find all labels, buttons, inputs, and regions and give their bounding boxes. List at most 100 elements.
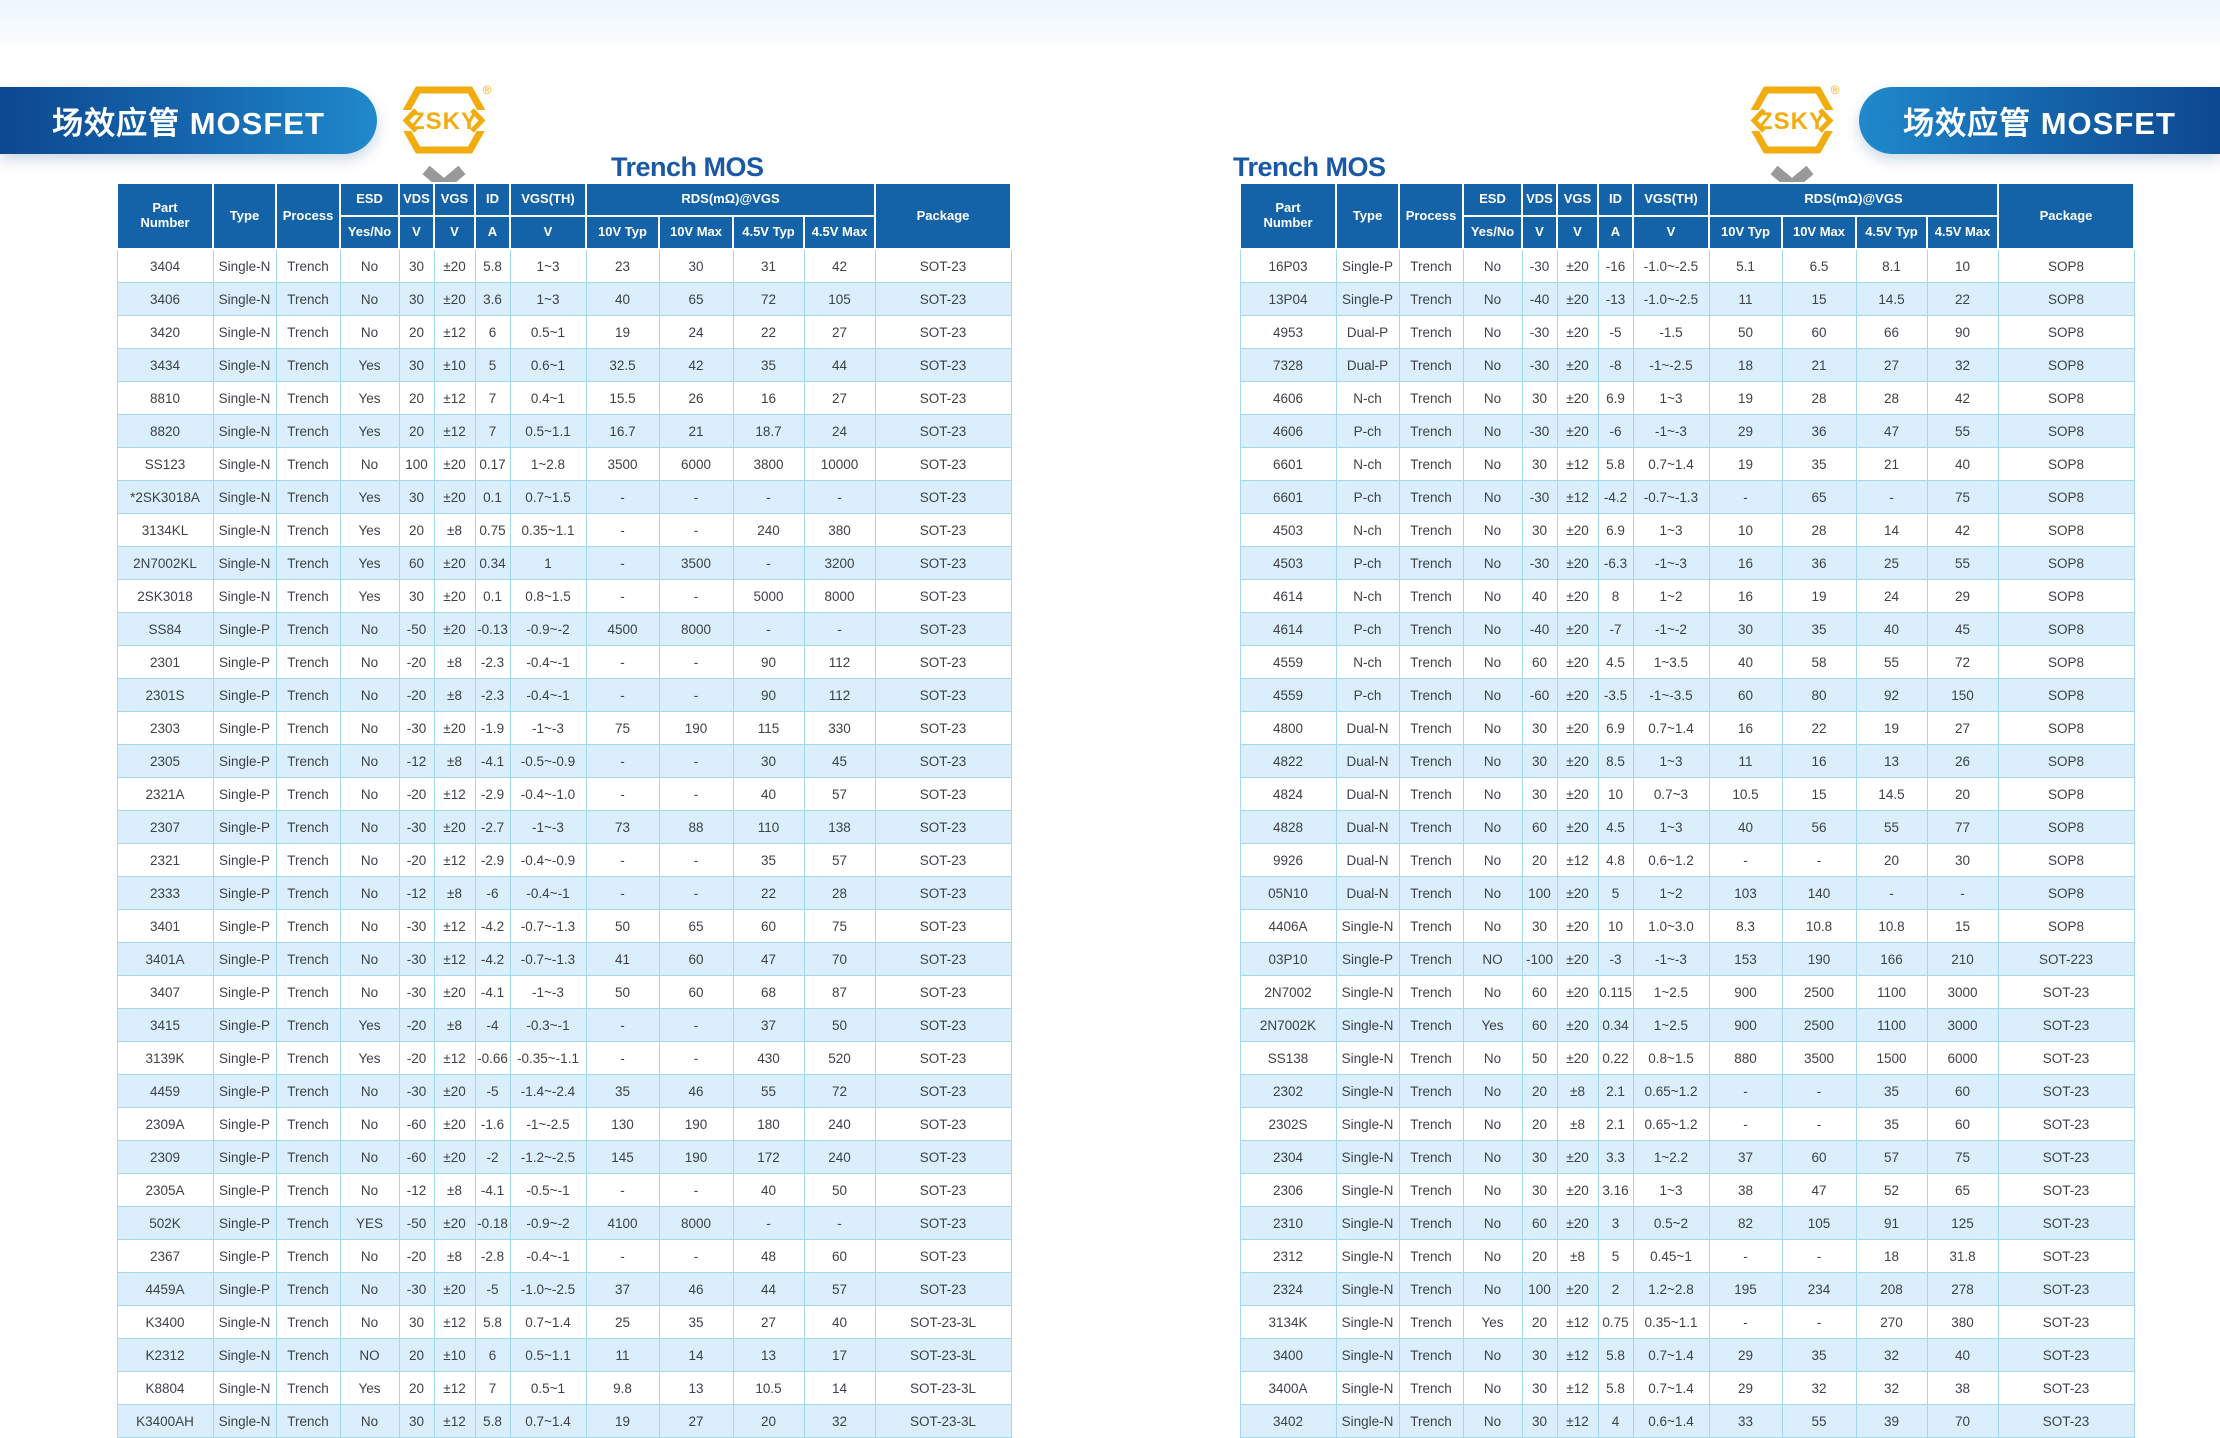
col-header-vgs: VGS bbox=[433, 182, 476, 217]
table-cell: 1~2 bbox=[1632, 579, 1710, 613]
table-cell: 60 bbox=[1521, 975, 1558, 1009]
table-row: SS138 Single-N Trench No 50 ±20 0.22 0.8~1.5 880… bbox=[1239, 1041, 2135, 1075]
table-cell: 46 bbox=[658, 1074, 734, 1108]
table-cell: 60 bbox=[398, 546, 435, 580]
table-cell: 14.5 bbox=[1855, 777, 1928, 811]
table-cell: Trench bbox=[1398, 1140, 1464, 1174]
table-cell: ±20 bbox=[433, 579, 476, 613]
table-cell: 90 bbox=[732, 678, 805, 712]
section-title-right: Trench MOS bbox=[1233, 152, 1386, 182]
table-cell: ±8 bbox=[433, 1008, 476, 1042]
table-cell: 115 bbox=[732, 711, 805, 745]
table-cell: 36 bbox=[1781, 414, 1857, 448]
table-cell: 1~3 bbox=[509, 248, 587, 283]
table-cell: No bbox=[1462, 744, 1523, 778]
table-cell: 16 bbox=[1708, 546, 1783, 580]
table-cell: 0.34 bbox=[1597, 1008, 1634, 1042]
table-cell: No bbox=[339, 843, 400, 877]
table-cell: P-ch bbox=[1335, 546, 1400, 580]
table-cell: 37 bbox=[585, 1272, 660, 1306]
table-cell: - bbox=[585, 777, 660, 811]
table-cell: -40 bbox=[1521, 282, 1558, 316]
table-cell: 19 bbox=[1708, 447, 1783, 481]
table-cell: 6601 bbox=[1239, 480, 1337, 514]
table-cell: - bbox=[585, 1173, 660, 1207]
table-cell: 6 bbox=[474, 315, 511, 349]
table-cell: ±20 bbox=[433, 612, 476, 646]
table-cell: 30 bbox=[1521, 1338, 1558, 1372]
table-cell: 20 bbox=[1521, 1074, 1558, 1108]
table-cell: Yes bbox=[339, 414, 400, 448]
table-cell: -30 bbox=[398, 1074, 435, 1108]
table-cell: No bbox=[1462, 1239, 1523, 1273]
table-cell: 3415 bbox=[116, 1008, 214, 1042]
table-cell: SOP8 bbox=[1997, 282, 2135, 316]
table-cell: ±20 bbox=[1556, 348, 1599, 382]
table-cell: Dual-N bbox=[1335, 843, 1400, 877]
table-cell: 60 bbox=[1708, 678, 1783, 712]
table-cell: 2SK3018 bbox=[116, 579, 214, 613]
table-row: *2SK3018A Single-N Trench Yes 30 ±20 0.1 0.7~1.… bbox=[116, 480, 1012, 514]
col-header-id-unit: A bbox=[1597, 215, 1634, 250]
table-cell: -20 bbox=[398, 843, 435, 877]
table-cell: SOP8 bbox=[1997, 678, 2135, 712]
table-cell: 4614 bbox=[1239, 579, 1337, 613]
table-cell: -3 bbox=[1597, 942, 1634, 976]
table-cell: Single-P bbox=[212, 612, 277, 646]
table-cell: No bbox=[1462, 248, 1523, 283]
table-cell: 32 bbox=[1781, 1371, 1857, 1405]
table-row: 3139K Single-P Trench Yes -20 ±12 -0.66 -0.35~-… bbox=[116, 1041, 1012, 1075]
table-cell: 60 bbox=[732, 909, 805, 943]
page-top-tint bbox=[0, 0, 2220, 58]
table-cell: - bbox=[658, 777, 734, 811]
table-cell: Trench bbox=[1398, 678, 1464, 712]
table-cell: -6 bbox=[474, 876, 511, 910]
table-cell: 900 bbox=[1708, 1008, 1783, 1042]
table-cell: SOP8 bbox=[1997, 843, 2135, 877]
table-cell: No bbox=[1462, 645, 1523, 679]
table-cell: ±12 bbox=[433, 909, 476, 943]
table-cell: ±10 bbox=[433, 348, 476, 382]
table-cell: Single-P bbox=[1335, 942, 1400, 976]
table-cell: 35 bbox=[1855, 1074, 1928, 1108]
table-cell: No bbox=[339, 777, 400, 811]
table-cell: No bbox=[1462, 480, 1523, 514]
table-cell: ±20 bbox=[1556, 513, 1599, 547]
table-cell: 2N7002K bbox=[1239, 1008, 1337, 1042]
table-cell: 0.65~1.2 bbox=[1632, 1107, 1710, 1141]
table-cell: 27 bbox=[732, 1305, 805, 1339]
table-cell: ±20 bbox=[1556, 546, 1599, 580]
table-cell: 33 bbox=[1708, 1404, 1783, 1438]
table-cell: 40 bbox=[1708, 645, 1783, 679]
table-cell: Single-P bbox=[212, 645, 277, 679]
table-cell: -0.18 bbox=[474, 1206, 511, 1240]
table-cell: 1~2 bbox=[1632, 876, 1710, 910]
table-cell: 3401 bbox=[116, 909, 214, 943]
table-cell: -12 bbox=[398, 876, 435, 910]
table-cell: 0.6~1.2 bbox=[1632, 843, 1710, 877]
table-cell: 20 bbox=[1521, 1239, 1558, 1273]
table-cell: SOT-23-3L bbox=[874, 1404, 1012, 1438]
table-cell: -4 bbox=[474, 1008, 511, 1042]
table-cell: 4503 bbox=[1239, 546, 1337, 580]
table-cell: 58 bbox=[1781, 645, 1857, 679]
table-cell: No bbox=[1462, 414, 1523, 448]
table-cell: No bbox=[1462, 843, 1523, 877]
table-cell: 30 bbox=[1926, 843, 1999, 877]
table-cell: 3 bbox=[1597, 1206, 1634, 1240]
table-cell: 50 bbox=[803, 1173, 876, 1207]
table-cell: 60 bbox=[1521, 1008, 1558, 1042]
table-cell: Single-P bbox=[212, 843, 277, 877]
table-cell: 900 bbox=[1708, 975, 1783, 1009]
table-cell: 72 bbox=[803, 1074, 876, 1108]
table-cell: Single-N bbox=[212, 447, 277, 481]
table-cell: SOP8 bbox=[1997, 348, 2135, 382]
table-cell: 6.5 bbox=[1781, 248, 1857, 283]
table-cell: -4.1 bbox=[474, 975, 511, 1009]
table-cell: No bbox=[339, 744, 400, 778]
table-cell: 0.5~1.1 bbox=[509, 1338, 587, 1372]
table-cell: Trench bbox=[275, 1008, 341, 1042]
table-cell: -30 bbox=[398, 909, 435, 943]
table-cell: 50 bbox=[1521, 1041, 1558, 1075]
table-cell: 8.5 bbox=[1597, 744, 1634, 778]
